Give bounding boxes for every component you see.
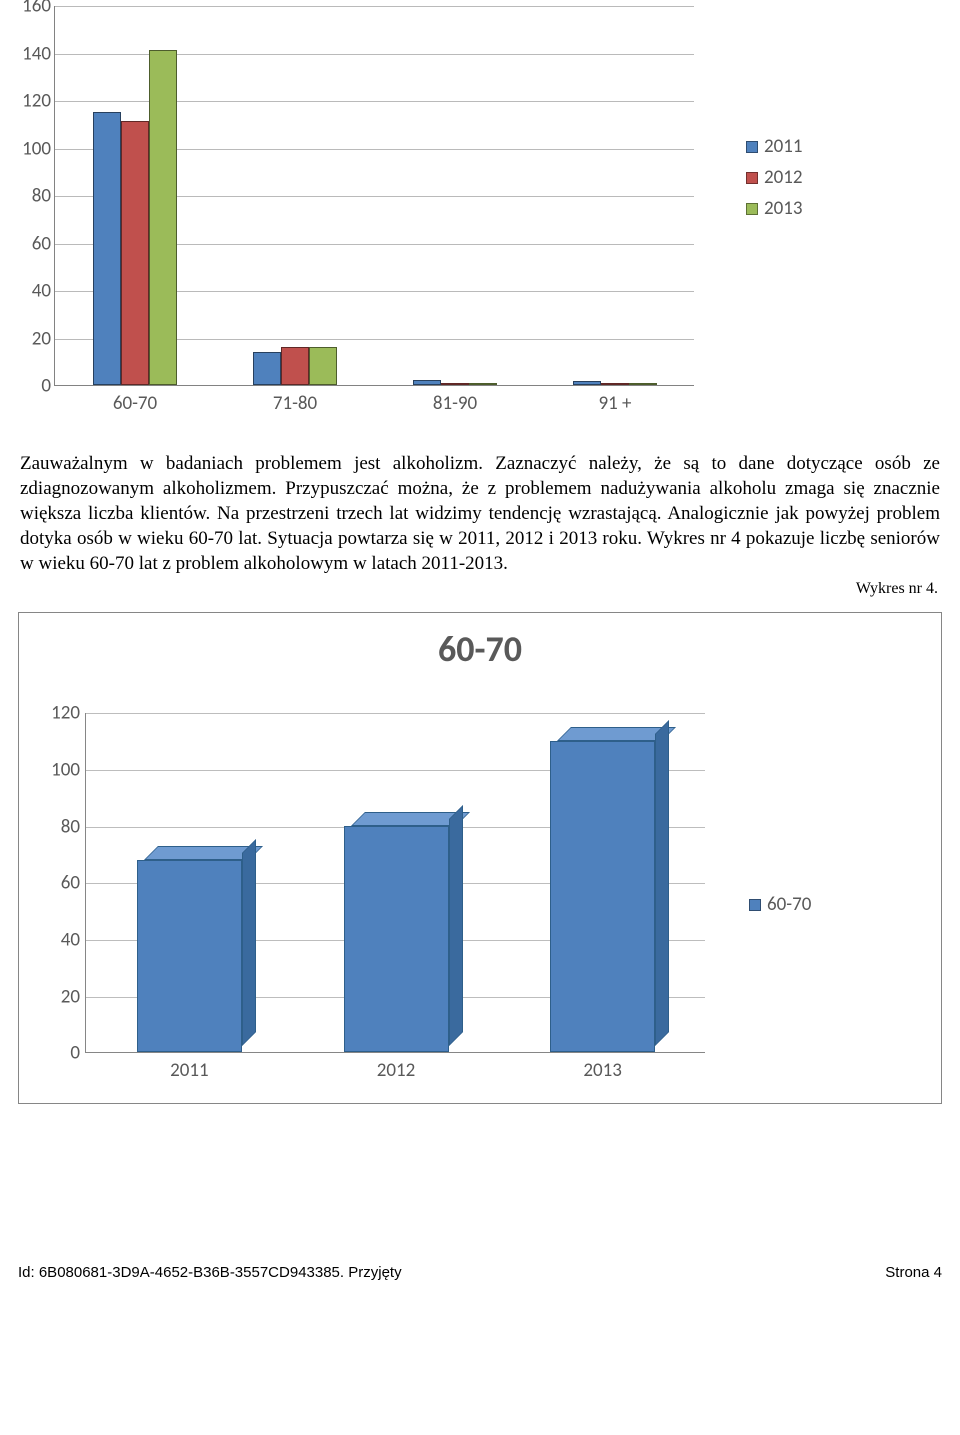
chart1-xtick-label: 91 + xyxy=(598,392,631,415)
chart2-legend-item: 60-70 xyxy=(749,893,811,916)
chart2-xtick-label: 2012 xyxy=(377,1059,416,1082)
chart1-bar xyxy=(309,347,337,385)
footer-page-number: Strona 4 xyxy=(885,1264,942,1281)
chart1-ytick-label: 160 xyxy=(17,0,51,18)
chart2-ytick-label: 20 xyxy=(36,985,80,1008)
bar-3d-chart-container: 60-70 0 20 40 60 80 100 120 2011 2012 2013 60-70 xyxy=(18,612,942,1104)
chart2-ytick-label: 40 xyxy=(36,929,80,952)
chart1-bar xyxy=(121,121,149,385)
chart2-bar xyxy=(344,812,463,1053)
chart1-ytick-label: 0 xyxy=(17,375,51,398)
chart1-bar xyxy=(149,50,177,385)
chart2-ytick-label: 80 xyxy=(36,815,80,838)
chart1-bar xyxy=(253,352,281,385)
chart1-xtick-label: 81-90 xyxy=(433,392,477,415)
chart1-legend-item: 2013 xyxy=(746,197,803,220)
chart2-bar xyxy=(137,846,256,1053)
chart1-xtick-label: 71-80 xyxy=(273,392,317,415)
chart1-bar xyxy=(93,112,121,385)
chart1-bar xyxy=(573,381,601,385)
chart1-bar xyxy=(413,380,441,385)
body-paragraph: Zauważalnym w badaniach problemem jest a… xyxy=(20,451,940,576)
grouped-bar-chart: 0 20 40 60 80 100 120 140 160 60-70 71-80 81-90 91 +… xyxy=(18,0,942,423)
chart2-bar xyxy=(550,727,669,1053)
figure-caption: Wykres nr 4. xyxy=(18,580,938,598)
chart1-ytick-label: 140 xyxy=(17,42,51,65)
chart2-legend: 60-70 xyxy=(749,893,811,924)
chart1-bar xyxy=(281,347,309,385)
chart1-bar xyxy=(469,383,497,385)
chart1-legend-item: 2012 xyxy=(746,166,803,189)
chart1-bar xyxy=(601,383,629,385)
chart1-xtick-label: 60-70 xyxy=(113,392,157,415)
chart1-legend-item: 2011 xyxy=(746,135,803,158)
chart1-ytick-label: 80 xyxy=(17,185,51,208)
chart2-ytick-label: 60 xyxy=(36,872,80,895)
page-footer: Id: 6B080681-3D9A-4652-B36B-3557CD943385… xyxy=(0,1264,960,1281)
chart2-ytick-label: 120 xyxy=(36,702,80,725)
chart2-ytick-label: 100 xyxy=(36,759,80,782)
chart1-legend: 2011 2012 2013 xyxy=(746,135,803,228)
chart1-ytick-label: 100 xyxy=(17,137,51,160)
chart1-bar xyxy=(629,383,657,385)
chart2-title: 60-70 xyxy=(29,627,931,671)
chart1-ytick-label: 120 xyxy=(17,90,51,113)
chart1-ytick-label: 60 xyxy=(17,232,51,255)
chart1-ytick-label: 20 xyxy=(17,327,51,350)
footer-id: Id: 6B080681-3D9A-4652-B36B-3557CD943385… xyxy=(18,1264,402,1281)
chart2-xtick-label: 2013 xyxy=(583,1059,622,1082)
chart2-ytick-label: 0 xyxy=(36,1042,80,1065)
chart2-xtick-label: 2011 xyxy=(170,1059,209,1082)
chart1-bar xyxy=(441,383,469,385)
chart1-ytick-label: 40 xyxy=(17,280,51,303)
